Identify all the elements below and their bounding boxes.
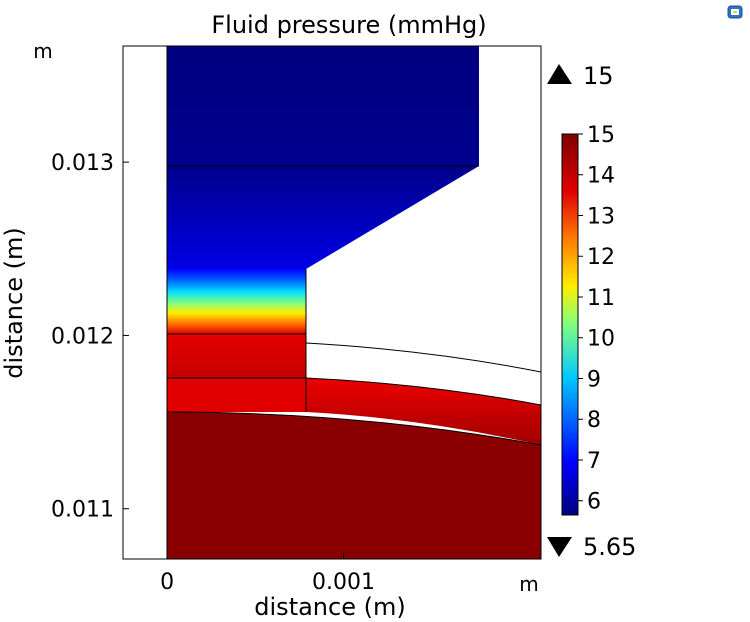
colorbar-tick-label: 10 xyxy=(587,327,615,352)
region-red-block xyxy=(167,334,306,378)
colorbar-max-label: 15 xyxy=(583,62,614,90)
y-tick-label: 0.011 xyxy=(51,498,114,523)
x-tick-label: 0.001 xyxy=(312,570,375,595)
boundary-channel xyxy=(305,342,541,373)
colorbar-tick-label: 11 xyxy=(587,286,615,311)
boundary-curve-top xyxy=(305,377,541,406)
boundary-curve-bottom xyxy=(166,411,541,446)
x-axis-label: distance (m) xyxy=(254,593,405,621)
region-upper-channel xyxy=(167,46,479,269)
colorbar-tick-label: 13 xyxy=(587,204,615,229)
chart-title: Fluid pressure (mmHg) xyxy=(211,11,486,39)
colorbar-tick-label: 15 xyxy=(587,123,615,148)
colorbar-tick-label: 6 xyxy=(587,490,601,515)
region-bottom-domain xyxy=(167,412,541,559)
max-triangle-icon xyxy=(547,64,572,84)
x-axis-ticks: 0 0.001 xyxy=(160,553,375,595)
x-unit-label: m xyxy=(519,572,538,596)
y-axis-ticks: 0.011 0.012 0.013 xyxy=(51,151,129,523)
colorbar-gradient xyxy=(561,133,579,516)
colorbar-tick-label: 12 xyxy=(587,245,615,270)
y-unit-label: m xyxy=(33,39,52,63)
colorbar: 6 7 8 9 10 11 12 13 14 15 15 5.65 xyxy=(547,62,636,561)
region-gradient-band xyxy=(167,269,306,334)
colorbar-tick-label: 14 xyxy=(587,164,615,189)
colorbar-tick-label: 7 xyxy=(587,449,601,474)
min-triangle-icon xyxy=(547,537,572,557)
y-tick-label: 0.013 xyxy=(51,151,114,176)
colorbar-min-label: 5.65 xyxy=(583,533,636,561)
x-tick-label: 0 xyxy=(160,570,174,595)
region-lower-inner-block xyxy=(167,378,306,412)
plot-area xyxy=(123,46,541,559)
y-axis-label: distance (m) xyxy=(0,227,28,378)
app-corner-icon[interactable] xyxy=(727,4,743,20)
plot-frame xyxy=(122,45,542,560)
colorbar-tick-label: 9 xyxy=(587,367,601,392)
y-tick-label: 0.012 xyxy=(51,324,114,349)
colorbar-ticks: 6 7 8 9 10 11 12 13 14 15 xyxy=(578,123,615,515)
region-curved-band xyxy=(306,378,541,445)
colorbar-tick-label: 8 xyxy=(587,408,601,433)
